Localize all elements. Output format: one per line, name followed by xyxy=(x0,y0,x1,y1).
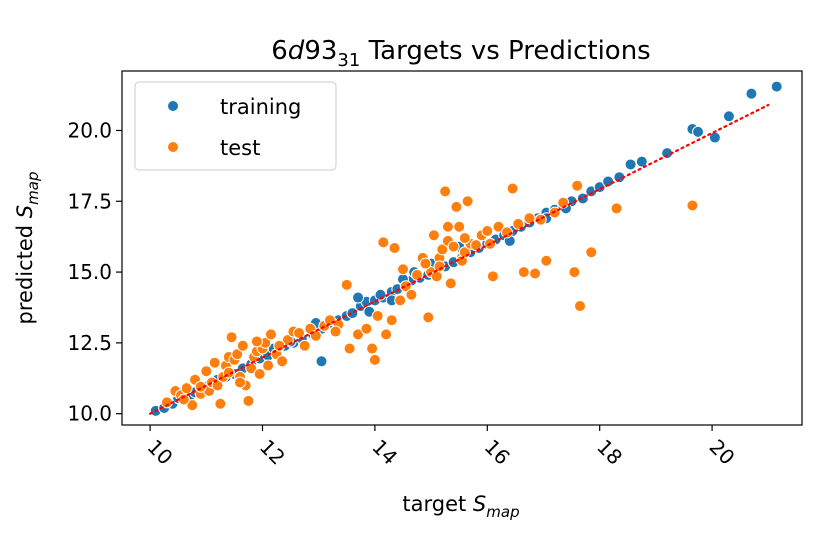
test-point xyxy=(686,199,699,212)
training-point xyxy=(722,110,735,123)
test-point xyxy=(444,277,457,290)
test-point xyxy=(492,220,505,233)
y-tick-label: 12.5 xyxy=(67,331,112,355)
test-point xyxy=(250,335,263,348)
test-point xyxy=(186,399,199,412)
test-point xyxy=(377,236,390,249)
test-point xyxy=(225,331,238,344)
test-point xyxy=(481,225,494,238)
test-point xyxy=(458,232,471,245)
test-point xyxy=(396,263,409,276)
test-point xyxy=(242,394,255,407)
chart-title: 6d9331 Targets vs Predictions xyxy=(271,36,650,71)
training-point xyxy=(770,80,783,93)
training-point xyxy=(315,355,328,368)
test-point xyxy=(293,326,306,339)
y-axis-label: predicted Smap xyxy=(13,172,42,325)
test-point xyxy=(234,376,247,389)
y-tick-label: 10.0 xyxy=(67,402,112,426)
test-point xyxy=(517,266,530,279)
test-point xyxy=(360,322,373,335)
training-point xyxy=(692,125,705,138)
fit-line-group xyxy=(148,103,770,415)
test-point xyxy=(447,240,460,253)
test-point xyxy=(540,254,553,267)
test-point xyxy=(180,382,193,395)
y-axis: 10.0 12.5 15.0 17.5 20.0 xyxy=(67,118,122,426)
test-point xyxy=(262,359,275,372)
test-point xyxy=(411,268,424,281)
test-point xyxy=(236,339,249,352)
training-point xyxy=(635,155,648,168)
legend-box xyxy=(134,81,337,171)
test-point xyxy=(427,229,440,242)
test-point xyxy=(352,328,365,341)
y-tick-label: 15.0 xyxy=(67,260,112,284)
legend-marker-test xyxy=(167,141,179,153)
fit-line xyxy=(148,103,770,415)
test-point xyxy=(366,342,379,355)
test-point xyxy=(214,397,227,410)
test-point xyxy=(439,185,452,198)
training-point xyxy=(352,291,365,304)
test-point xyxy=(430,270,443,283)
x-axis: 10 12 14 16 18 20 xyxy=(143,425,740,470)
test-point xyxy=(441,220,454,233)
y-tick-label: 17.5 xyxy=(67,189,112,213)
test-point xyxy=(574,300,587,313)
series-test xyxy=(160,179,699,412)
legend-label-training: training xyxy=(220,95,301,119)
training-point xyxy=(745,87,758,100)
test-point xyxy=(405,288,418,301)
test-point xyxy=(385,314,398,327)
test-point xyxy=(264,328,277,341)
test-point xyxy=(343,342,356,355)
test-point xyxy=(568,266,581,279)
y-tick-label: 20.0 xyxy=(67,118,112,142)
test-point xyxy=(371,309,384,322)
test-point xyxy=(512,217,525,230)
test-point xyxy=(585,246,598,259)
test-point xyxy=(486,270,499,283)
x-tick-label: 12 xyxy=(255,435,290,470)
test-point xyxy=(394,294,407,307)
legend-label-test: test xyxy=(220,136,260,160)
x-tick-label: 18 xyxy=(592,435,627,470)
legend-marker-training xyxy=(167,100,179,112)
plot-area xyxy=(121,70,803,426)
test-point xyxy=(419,257,432,270)
test-point xyxy=(211,379,224,392)
x-tick-label: 10 xyxy=(143,435,178,470)
test-point xyxy=(329,325,342,338)
test-point xyxy=(200,365,213,378)
test-point xyxy=(368,353,381,366)
test-point xyxy=(470,239,483,252)
x-tick-label: 14 xyxy=(367,435,402,470)
test-point xyxy=(380,328,393,341)
test-point xyxy=(610,202,623,215)
test-point xyxy=(340,278,353,291)
test-point xyxy=(276,355,289,368)
test-point xyxy=(450,200,463,213)
test-point xyxy=(506,182,519,195)
test-point xyxy=(422,311,435,324)
test-point xyxy=(208,356,221,369)
test-point xyxy=(461,195,474,208)
test-point xyxy=(298,339,311,352)
test-point xyxy=(571,179,584,192)
training-point xyxy=(624,158,637,171)
legend: training test xyxy=(134,81,337,171)
test-point xyxy=(453,220,466,233)
test-point xyxy=(231,348,244,361)
test-point xyxy=(436,243,449,256)
x-tick-label: 16 xyxy=(480,435,515,470)
test-point xyxy=(253,368,266,381)
test-point xyxy=(529,267,542,280)
x-axis-label: target Smap xyxy=(402,492,519,521)
x-tick-label: 20 xyxy=(705,435,740,470)
plot-frame xyxy=(121,70,803,426)
test-point xyxy=(388,242,401,254)
